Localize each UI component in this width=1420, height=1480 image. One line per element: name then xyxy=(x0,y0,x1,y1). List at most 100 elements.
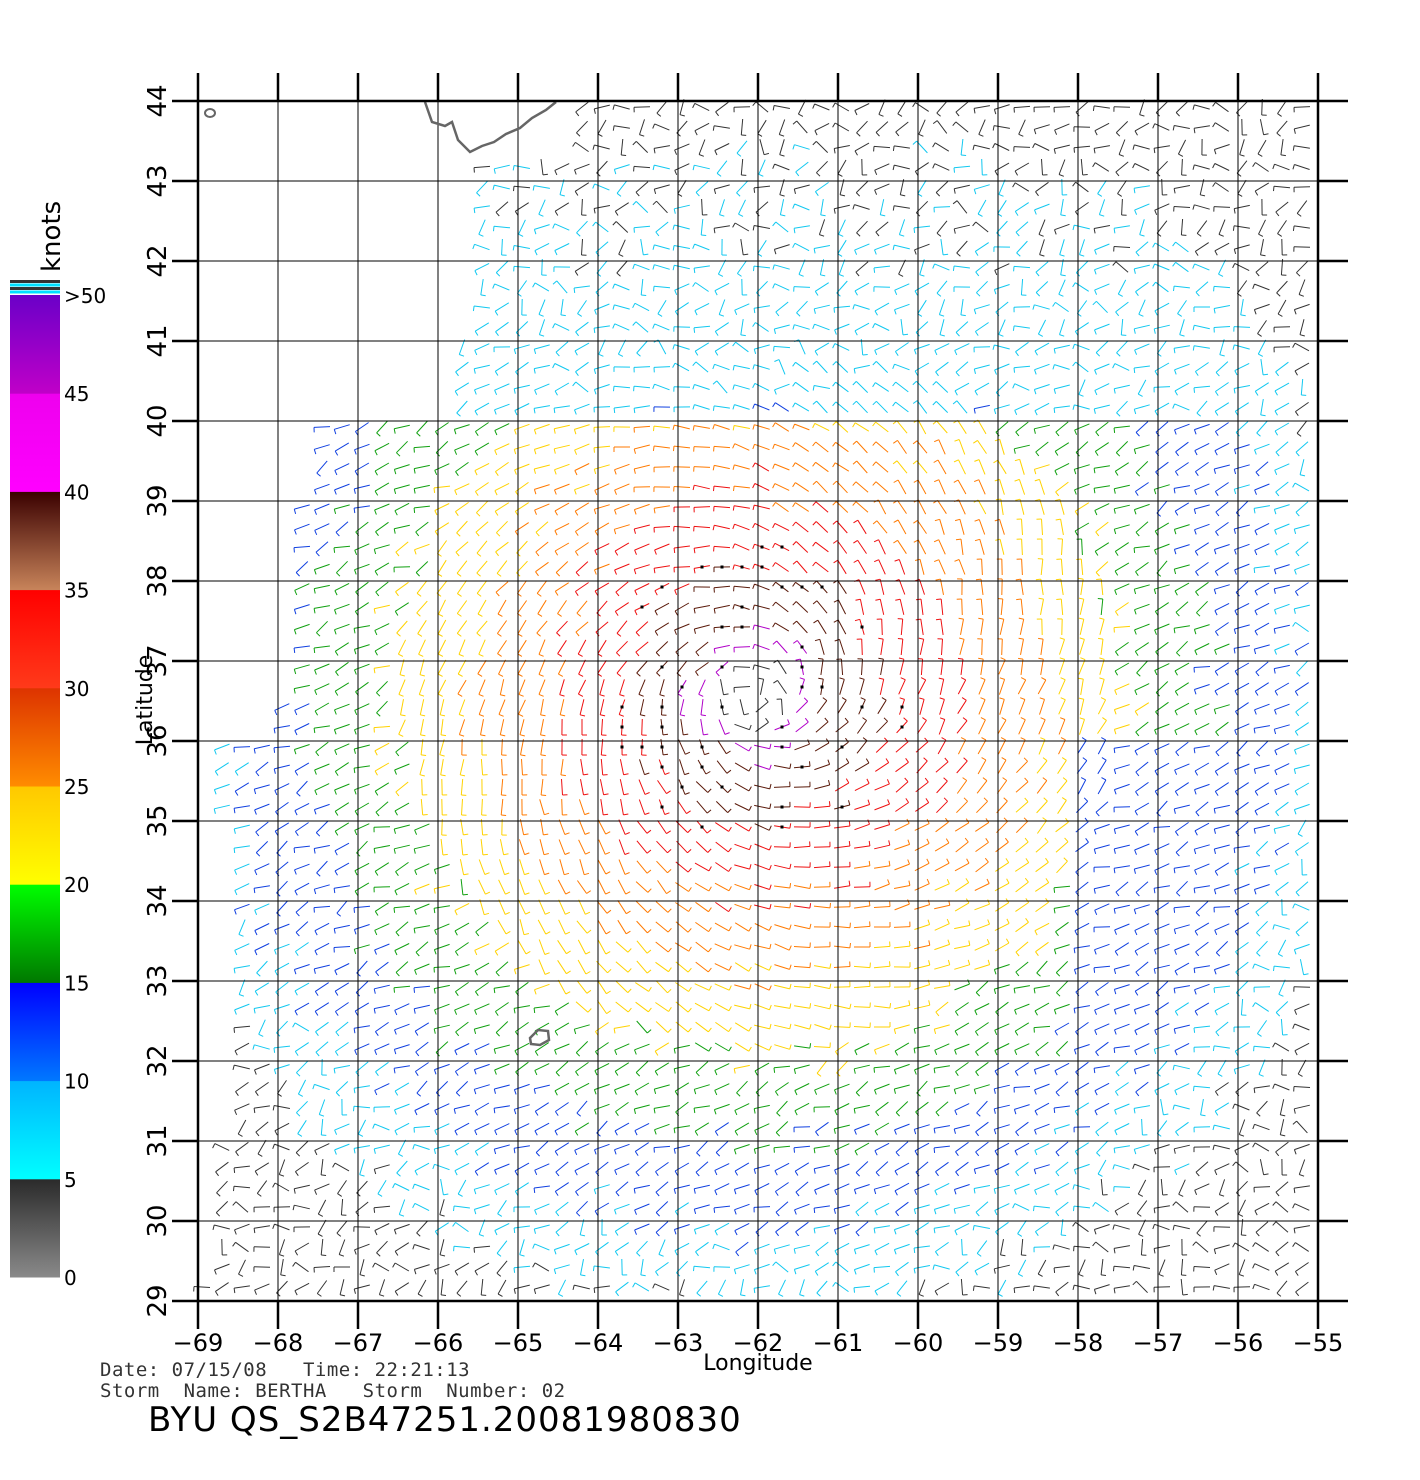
wind-barb-tick xyxy=(294,590,298,596)
wind-barb xyxy=(1215,482,1229,492)
wind-barb xyxy=(1174,502,1190,512)
wind-barb-tick xyxy=(1175,751,1180,757)
wind-barb xyxy=(498,879,506,895)
wind-barb xyxy=(314,702,330,712)
wind-barb-tick xyxy=(1035,451,1040,457)
wind-barb xyxy=(375,801,389,813)
wind-barb-tick xyxy=(809,883,812,889)
wind-barb-tick xyxy=(538,693,544,697)
wind-barb-tick xyxy=(954,439,960,442)
wind-barb-tick xyxy=(693,568,696,574)
wind-barb xyxy=(554,363,570,371)
wind-barb xyxy=(854,865,870,869)
wind-barb-tick xyxy=(1292,482,1296,488)
wind-barb xyxy=(654,383,670,391)
wind-barb xyxy=(994,1084,1010,1090)
wind-barb-tick xyxy=(707,967,712,973)
wind-barb xyxy=(535,561,549,573)
wind-barb xyxy=(698,139,706,155)
wind-barb xyxy=(1094,903,1110,911)
wind-barb-tick xyxy=(1194,650,1198,656)
wind-barb-tick xyxy=(646,849,652,854)
wind-barb xyxy=(856,120,868,134)
wind-barb-tick xyxy=(274,970,278,976)
wind-barb-tick xyxy=(414,549,417,555)
wind-barb xyxy=(837,599,847,615)
wind-barb-tick xyxy=(732,341,736,347)
wind-barb xyxy=(1114,583,1130,591)
wind-barb-tick xyxy=(893,1028,897,1035)
wind-barb-tick xyxy=(862,354,868,356)
wind-barb-tick xyxy=(1114,570,1119,576)
wind-barb xyxy=(519,819,525,835)
wind-barb xyxy=(314,503,330,511)
wind-barb-tick xyxy=(594,490,598,496)
wind-barb xyxy=(939,319,945,335)
wind-barb-tick xyxy=(738,213,744,217)
wind-barb xyxy=(1294,524,1310,530)
wind-barb-tick xyxy=(772,483,776,489)
wind-barb-tick xyxy=(605,930,611,935)
wind-barb xyxy=(874,323,890,331)
rain-flag xyxy=(900,725,904,729)
wind-barb-tick xyxy=(695,671,699,676)
wind-barb-tick xyxy=(1113,709,1117,715)
wind-barb xyxy=(1015,961,1029,973)
wind-barb-tick xyxy=(976,598,982,600)
wind-barb xyxy=(881,618,883,636)
wind-barb-tick xyxy=(419,694,425,697)
wind-barb-tick xyxy=(565,931,571,935)
wind-barb xyxy=(537,919,547,935)
wind-barb-tick xyxy=(792,560,798,565)
wind-barb-tick xyxy=(1001,717,1007,721)
wind-barb xyxy=(815,721,829,733)
wind-barb-tick xyxy=(814,191,819,196)
wind-barb xyxy=(274,923,290,931)
wind-barb xyxy=(795,502,809,512)
wind-barb-tick xyxy=(1020,717,1026,721)
wind-barb-tick xyxy=(1115,891,1120,897)
wind-barb-tick xyxy=(1014,1050,1018,1056)
wind-barb xyxy=(480,818,484,836)
wind-barb-tick xyxy=(1174,710,1178,716)
wind-barb xyxy=(414,1103,430,1111)
wind-barb xyxy=(900,638,904,656)
wind-barb xyxy=(1000,598,1004,616)
wind-barb xyxy=(494,423,510,431)
wind-barb-tick xyxy=(829,1003,832,1009)
wind-barb-tick xyxy=(1153,489,1157,495)
wind-barb xyxy=(734,384,750,390)
wind-barb xyxy=(753,185,771,189)
wind-barb xyxy=(1034,922,1050,932)
wind-barb xyxy=(1074,964,1090,970)
wind-barb-tick xyxy=(439,754,445,757)
wind-barb-tick xyxy=(619,694,625,697)
wind-barb xyxy=(1035,861,1049,873)
wind-barb xyxy=(855,381,869,393)
wind-barb-tick xyxy=(703,733,709,736)
wind-barb-tick xyxy=(789,863,792,869)
wind-barb-tick xyxy=(973,108,976,114)
wind-barb-tick xyxy=(1213,987,1216,993)
wind-barb-tick xyxy=(1094,949,1097,955)
wind-barb-tick xyxy=(907,839,911,845)
wind-barb-tick xyxy=(692,165,695,171)
wind-barb-tick xyxy=(454,1071,459,1076)
wind-barb xyxy=(1018,719,1026,735)
wind-barb xyxy=(353,1105,371,1109)
wind-barb-tick xyxy=(1234,870,1238,876)
wind-barb xyxy=(713,585,731,589)
wind-barb-tick xyxy=(353,907,355,913)
wind-barb-tick xyxy=(1213,808,1216,814)
wind-barb-tick xyxy=(883,717,888,722)
wind-barb xyxy=(1035,882,1049,892)
wind-barb-tick xyxy=(1059,334,1065,337)
wind-barb-tick xyxy=(1135,531,1140,537)
wind-barb xyxy=(1176,880,1188,894)
wind-barb-tick xyxy=(939,717,945,720)
wind-barb-tick xyxy=(927,919,931,925)
wind-barb xyxy=(1195,461,1209,473)
wind-barb xyxy=(758,159,766,175)
wind-barb-tick xyxy=(627,968,632,973)
wind-barb-tick xyxy=(672,224,675,230)
